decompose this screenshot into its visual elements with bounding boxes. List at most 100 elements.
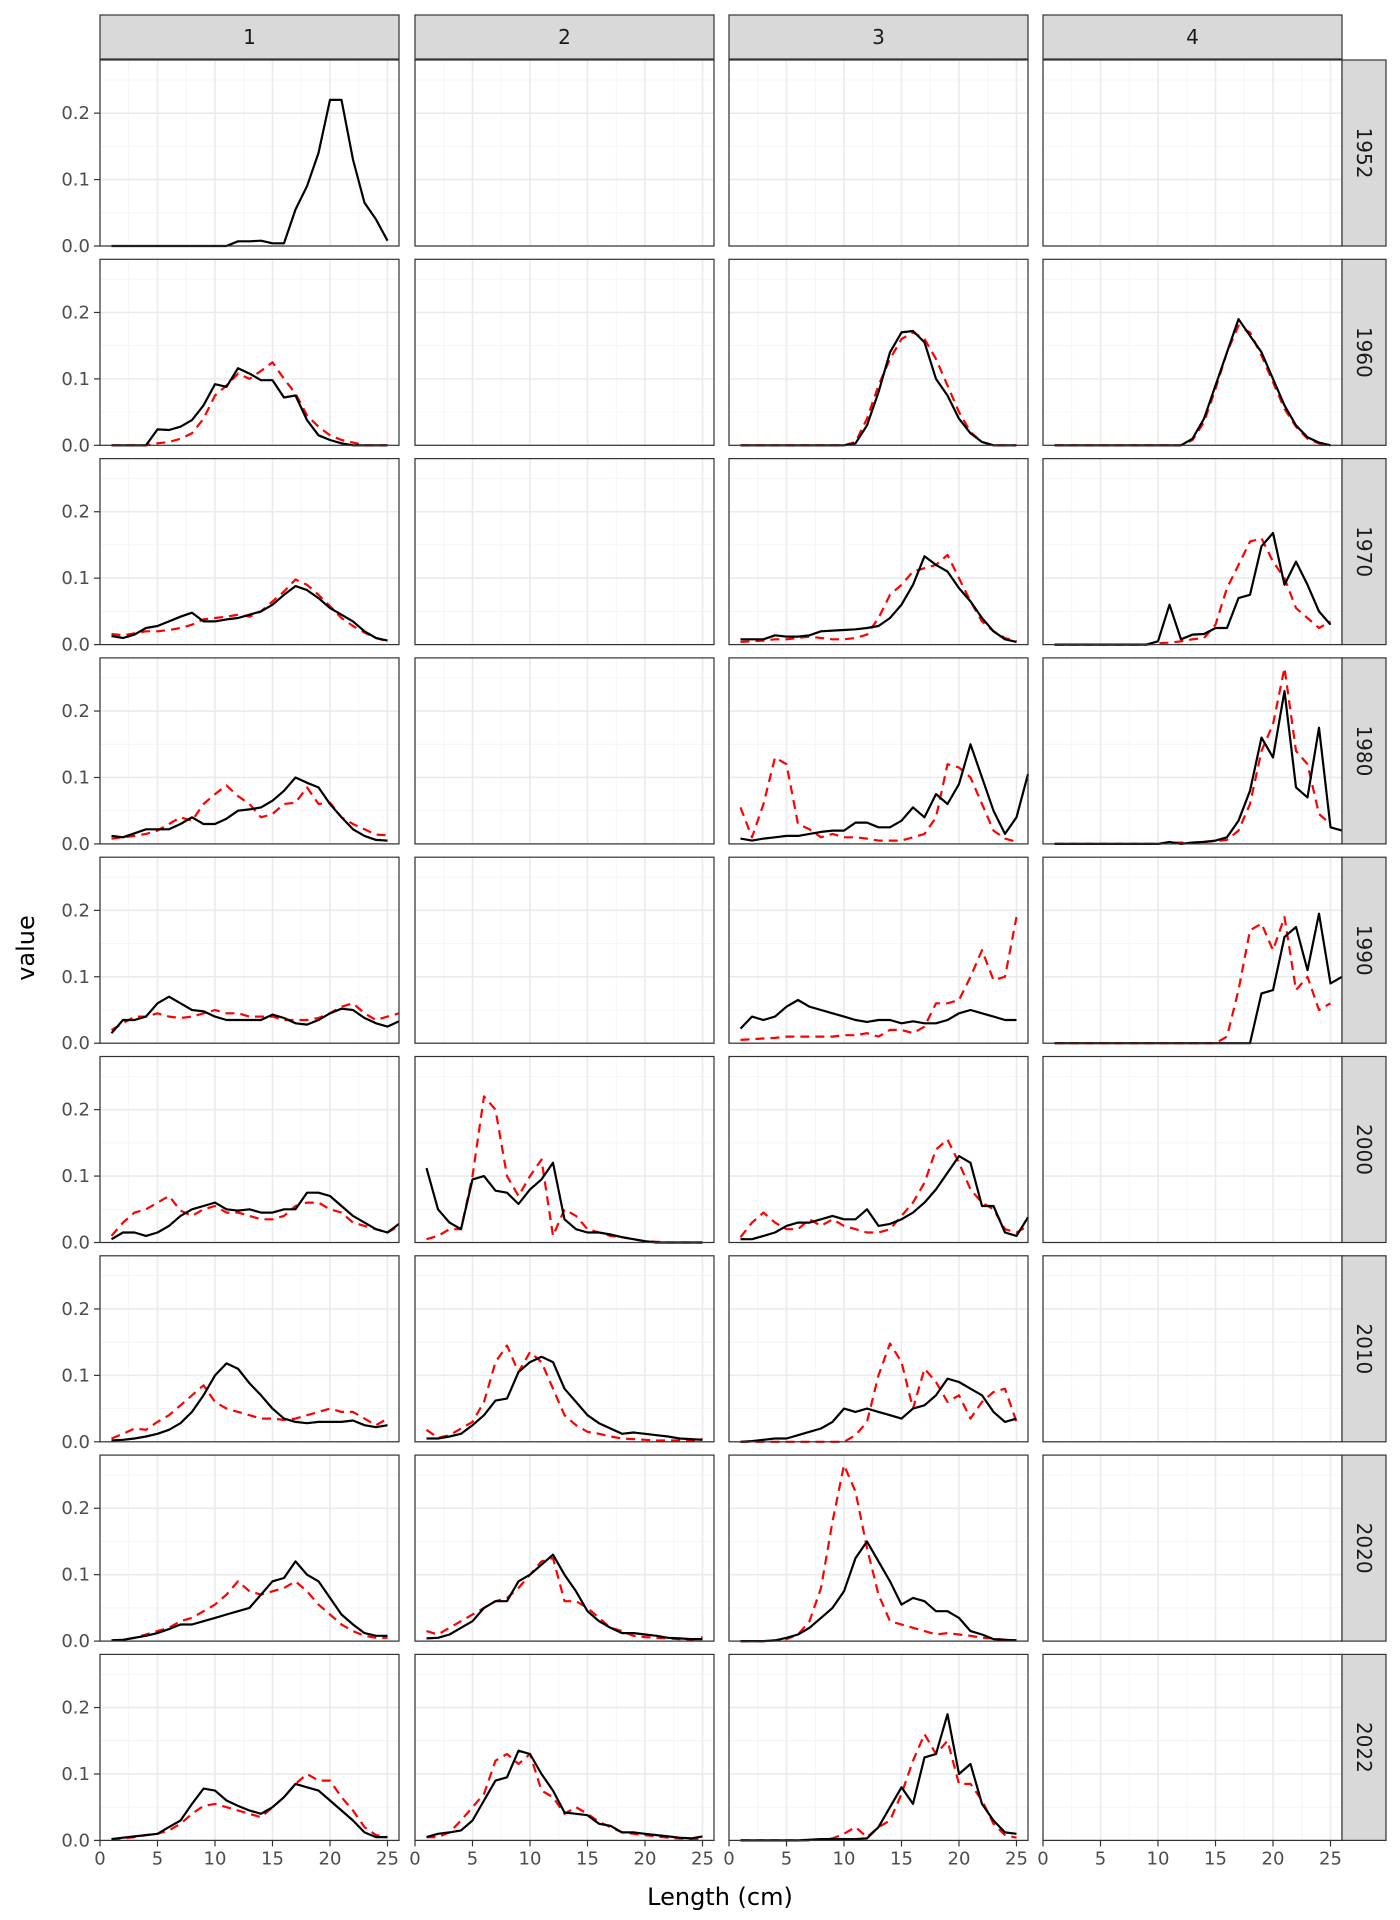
- row-strip-label: 1990: [1352, 925, 1376, 976]
- dashed-series-line-1990-3: [740, 916, 1018, 1041]
- x-tick-label: 0: [409, 1848, 420, 1869]
- x-tick-label: 5: [781, 1848, 792, 1869]
- row-strip-1980: [1341, 657, 1387, 845]
- y-tick-label: 0.0: [61, 1631, 90, 1652]
- row-strip-label: 2022: [1352, 1722, 1376, 1773]
- panel-bg-1980-3: [729, 657, 1028, 844]
- x-tick-label: 5: [1095, 1848, 1106, 1869]
- panel-bg-1952-2: [415, 60, 714, 246]
- dashed-series-line-2000-3: [739, 1138, 1029, 1238]
- panel-bg-2010-4: [1043, 1255, 1342, 1442]
- y-tick-label: 0.1: [61, 1565, 90, 1586]
- x-tick-label: 0: [723, 1848, 734, 1869]
- panel-border-2022-2: [414, 1653, 715, 1842]
- y-tick-label: 0.0: [61, 1033, 90, 1054]
- x-tick-label: 25: [376, 1848, 399, 1869]
- panel-bg-2020-2: [415, 1455, 714, 1642]
- panel-bg-1970-2: [415, 458, 714, 645]
- panel-border-1952-2: [414, 59, 715, 247]
- panel-bg-2020-1: [100, 1455, 399, 1642]
- x-tick-label: 0: [94, 1848, 105, 1869]
- y-tick-label: 0.1: [61, 568, 90, 589]
- panel-border-1960-2: [414, 258, 715, 446]
- row-strip-label: 1970: [1352, 526, 1376, 577]
- panel-border-1980-1: [99, 657, 400, 845]
- column-strip-label: 1: [243, 25, 256, 49]
- column-strip-label: 3: [872, 25, 885, 49]
- panel-bg-1960-4: [1043, 259, 1342, 446]
- column-strip-label: 4: [1186, 25, 1199, 49]
- x-tick-label: 10: [833, 1848, 856, 1869]
- dashed-series-line-2020-1: [111, 1580, 388, 1642]
- y-tick-label: 0.2: [61, 1100, 90, 1121]
- x-tick-label: 25: [1319, 1848, 1342, 1869]
- dashed-series-line-2022-2: [426, 1752, 703, 1841]
- row-strip-label: 1952: [1352, 128, 1376, 179]
- panel-border-2020-1: [99, 1454, 400, 1642]
- dashed-series-line-1990-1: [110, 1002, 400, 1031]
- y-tick-label: 0.0: [61, 1432, 90, 1453]
- panel-border-2010-2: [414, 1255, 715, 1443]
- x-tick-label: 20: [948, 1848, 971, 1869]
- x-tick-label: 10: [204, 1848, 227, 1869]
- facet-strips: 1 2 3 4 1952 1960 1970 1980 1990 2000 2010 2020 2022: [99, 14, 1387, 1842]
- panel-bg-1990-1: [100, 857, 399, 1044]
- y-tick-label: 0.0: [61, 834, 90, 855]
- y-tick-label: 0.0: [61, 1233, 90, 1254]
- panel-bg-2000-3: [729, 1056, 1028, 1243]
- solid-series-line-2010-2: [426, 1355, 703, 1441]
- x-tick-label: 0: [1037, 1848, 1048, 1869]
- panel-bg-1970-4: [1043, 458, 1342, 645]
- row-strip-2000: [1341, 1055, 1387, 1244]
- x-tick-label: 15: [576, 1848, 599, 1869]
- panel-bg-2020-4: [1043, 1455, 1342, 1642]
- solid-series-line-1980-3: [740, 743, 1030, 842]
- solid-series-line-2022-2: [426, 1749, 703, 1840]
- dashed-series-line-2010-1: [111, 1384, 389, 1440]
- panel-bg-2022-4: [1043, 1654, 1342, 1841]
- panel-border-2010-3: [728, 1255, 1029, 1443]
- y-tick-label: 0.0: [61, 435, 90, 456]
- y-tick-label: 0.0: [61, 236, 90, 257]
- panel-bg-2010-1: [100, 1255, 399, 1442]
- panel-border-2000-2: [414, 1055, 715, 1244]
- solid-series-line-2000-1: [110, 1191, 400, 1241]
- y-tick-label: 0.0: [61, 1830, 90, 1851]
- dashed-series-line-1960-1: [111, 361, 388, 447]
- y-tick-label: 0.2: [61, 900, 90, 921]
- solid-series-line-2010-1: [111, 1362, 388, 1442]
- y-tick-label: 0.0: [61, 635, 90, 656]
- solid-series-line-2020-3: [740, 1540, 1017, 1643]
- solid-series-line-1960-1: [111, 367, 388, 447]
- panel-border-1970-2: [414, 458, 715, 646]
- panel-bg-1980-2: [415, 657, 714, 844]
- x-tick-label: 25: [1005, 1848, 1028, 1869]
- x-tick-label: 5: [467, 1848, 478, 1869]
- y-tick-label: 0.2: [61, 1698, 90, 1719]
- solid-series-line-1990-3: [739, 998, 1017, 1030]
- panel-border-1952-3: [728, 59, 1029, 247]
- panel-border-2020-2: [414, 1454, 715, 1642]
- panel-bg-1952-4: [1043, 60, 1342, 246]
- x-tick-label: 20: [634, 1848, 657, 1869]
- x-tick-label: 10: [519, 1848, 542, 1869]
- x-tick-label: 15: [890, 1848, 913, 1869]
- axes: 0.00.10.20.00.10.20.00.10.20.00.10.20.00…: [61, 59, 1343, 1869]
- panel-border-1952-1: [99, 59, 400, 247]
- panel-bg-2010-3: [729, 1255, 1028, 1442]
- panel-border-2022-1: [99, 1653, 400, 1842]
- panel-bg-1960-2: [415, 259, 714, 446]
- panel-border-1990-2: [414, 856, 715, 1044]
- dashed-series-line-1970-3: [740, 553, 1017, 643]
- solid-series-line-2000-3: [740, 1154, 1029, 1241]
- panel-bg-2010-2: [415, 1255, 714, 1442]
- dashed-series-line-2010-2: [425, 1344, 703, 1443]
- solid-series-line-1970-1: [111, 584, 388, 642]
- row-strip-2010: [1341, 1255, 1387, 1443]
- panel-border-1980-3: [728, 657, 1029, 845]
- panel-bg-2022-2: [415, 1654, 714, 1841]
- panel-bg-2000-4: [1043, 1056, 1342, 1243]
- panel-bg-1960-3: [729, 259, 1028, 446]
- y-tick-label: 0.2: [61, 1498, 90, 1519]
- y-tick-label: 0.2: [61, 302, 90, 323]
